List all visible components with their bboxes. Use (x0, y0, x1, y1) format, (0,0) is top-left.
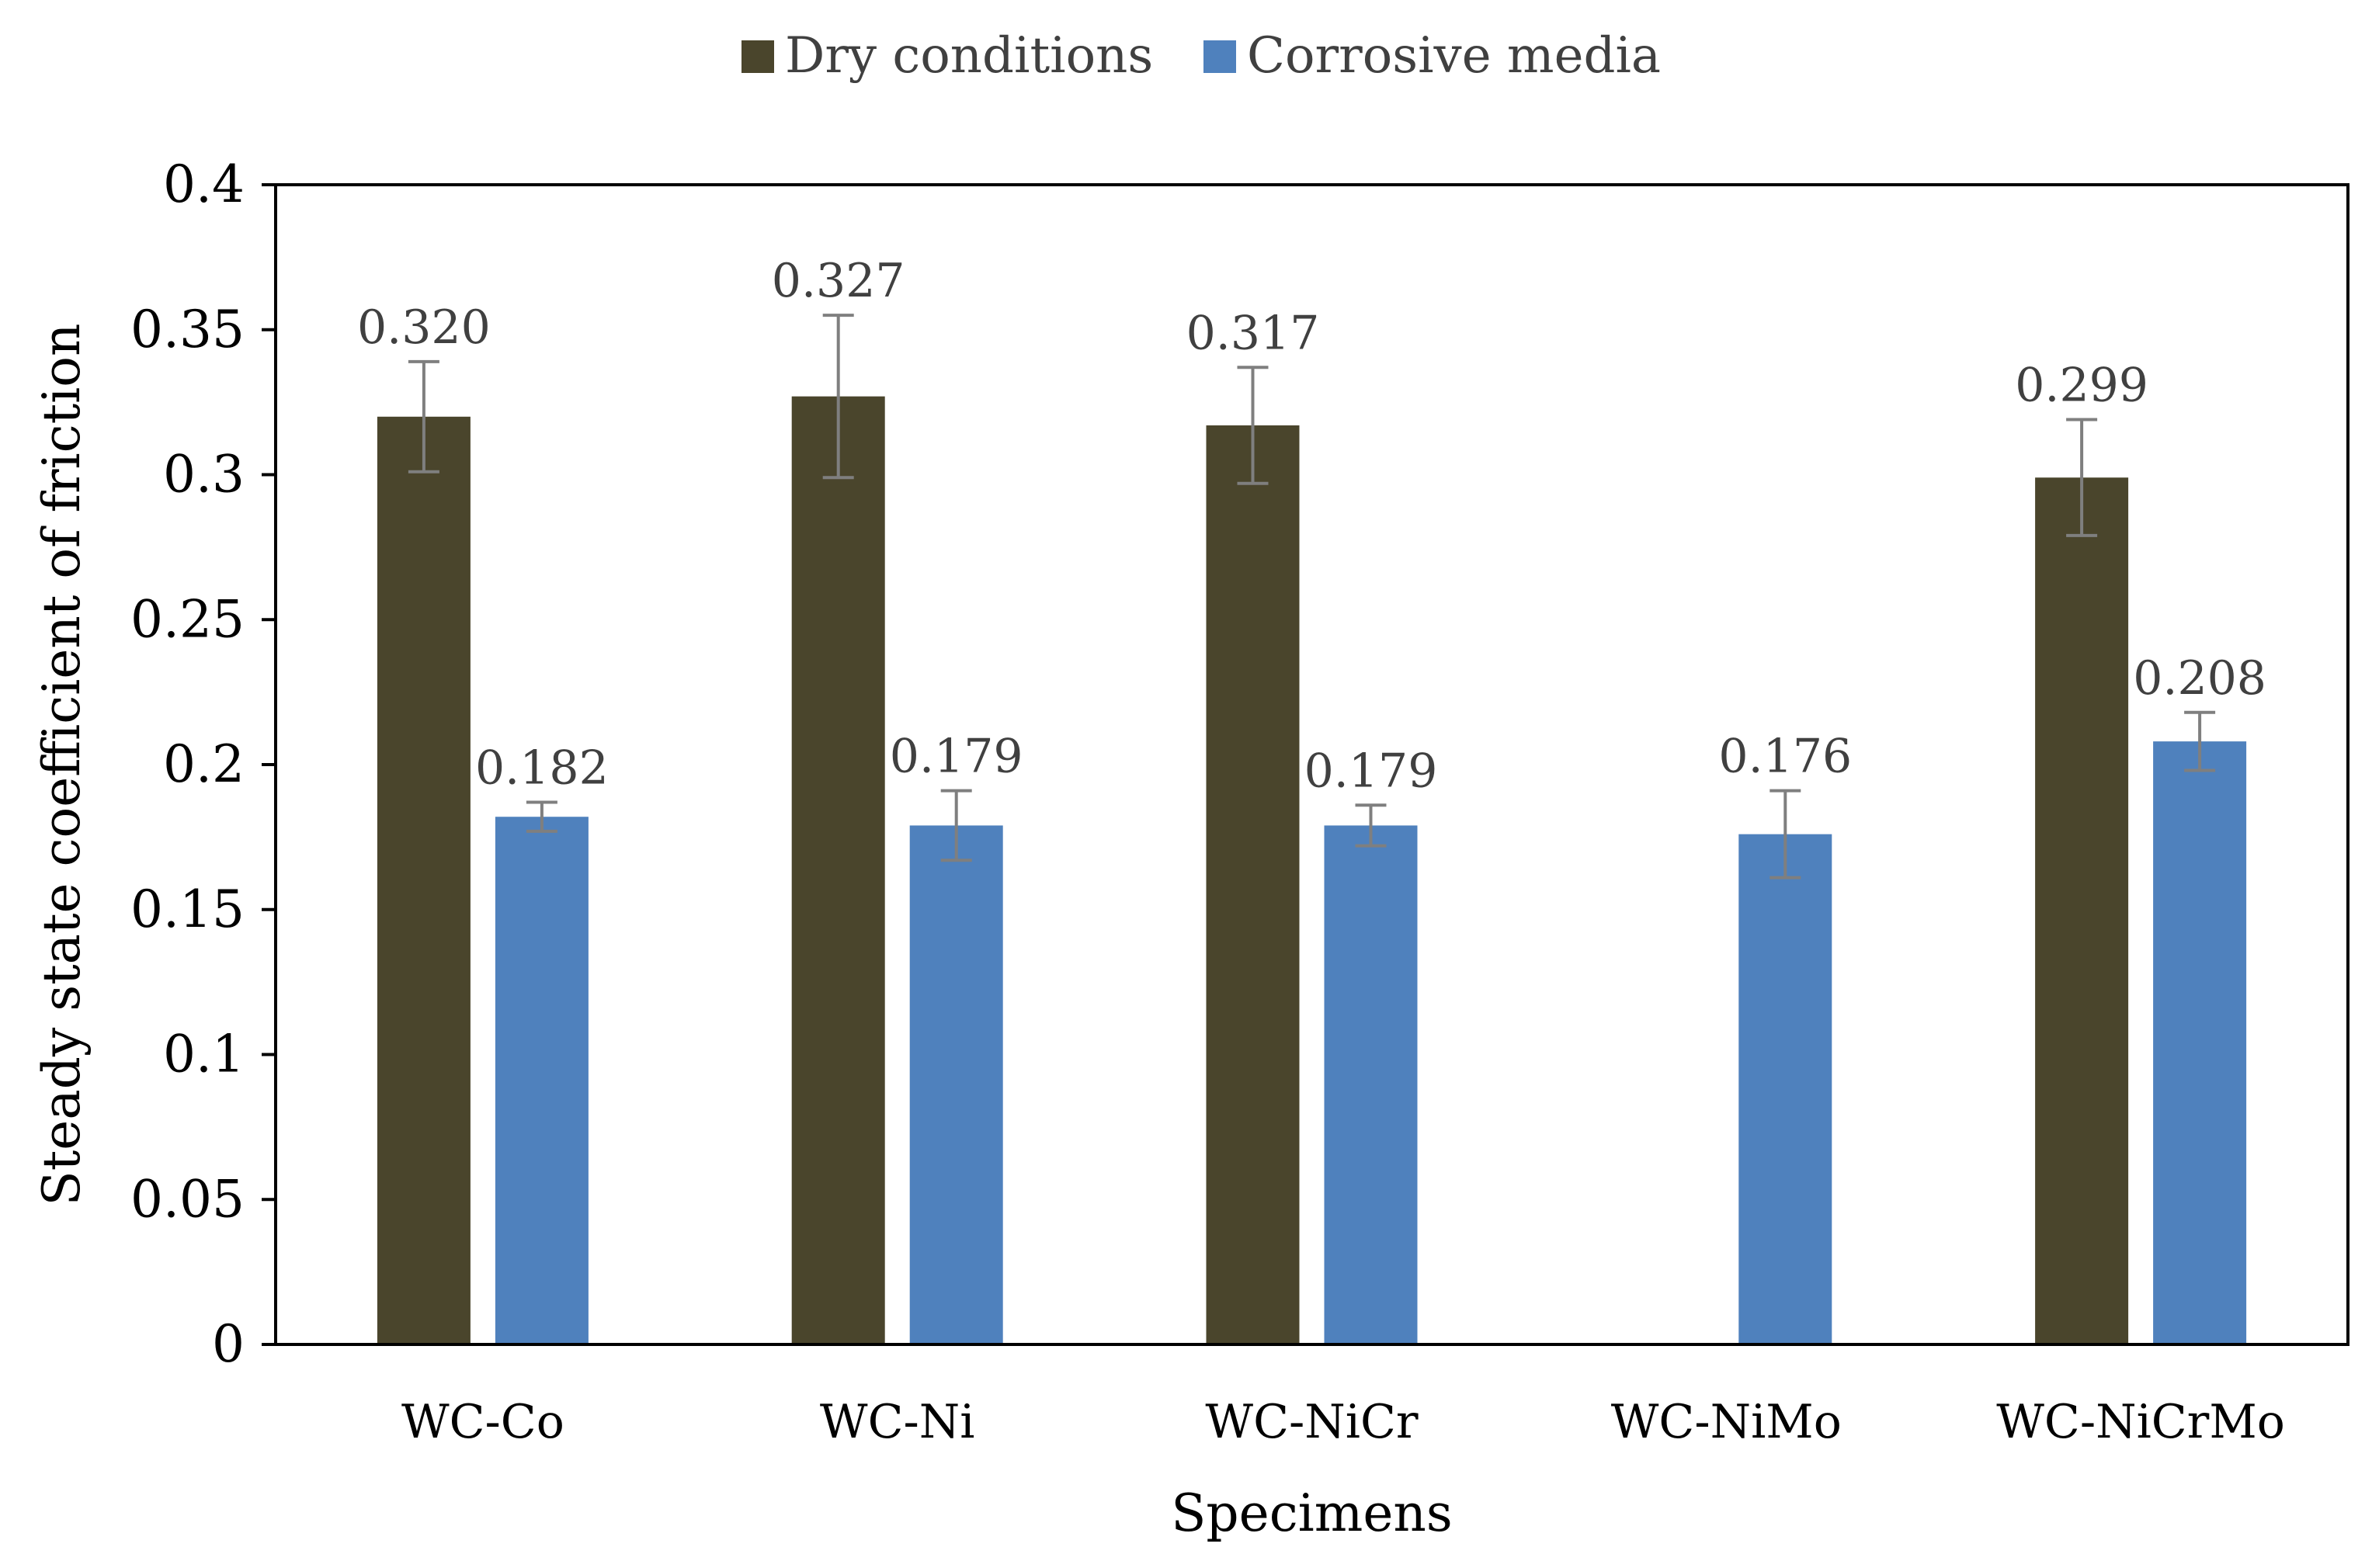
y-tick-label: 0 (212, 1314, 245, 1374)
data-labels: 0.320 0.327 0.317 0.299 0.182 0.179 0.179 0.176… (357, 254, 2266, 798)
data-label: 0.179 (890, 730, 1023, 784)
legend-label: Corrosive media (1247, 27, 1661, 85)
x-axis: WC-Co WC-Ni WC-NiCr WC-NiMo WC-NiCrMo (401, 1395, 2285, 1449)
error-bars (408, 314, 2216, 879)
legend-swatch (1203, 40, 1236, 73)
y-axis-title: Steady state coefficient of friction (32, 324, 92, 1206)
legend: Dry conditions Corrosive media (741, 27, 1661, 85)
data-label: 0.182 (475, 741, 609, 796)
bar (1206, 425, 1300, 1344)
bar (495, 817, 589, 1344)
bar (791, 396, 885, 1344)
y-axis: 0 0.05 0.1 0.15 0.2 0.25 0.3 0.35 0.4 (130, 154, 276, 1374)
bar (1324, 825, 1418, 1344)
x-tick-label: WC-NiMo (1611, 1395, 1842, 1449)
x-tick-label: WC-Co (401, 1395, 564, 1449)
bar (377, 416, 471, 1344)
y-tick-label: 0.4 (163, 154, 245, 214)
y-tick-label: 0.25 (130, 589, 245, 649)
y-tick-label: 0.2 (163, 734, 245, 794)
data-label: 0.176 (1718, 730, 1852, 784)
x-axis-title: Specimens (1171, 1483, 1453, 1543)
data-label: 0.327 (772, 254, 905, 308)
y-tick-label: 0.1 (163, 1025, 245, 1084)
y-tick-label: 0.35 (130, 300, 245, 359)
y-tick-label: 0.3 (163, 445, 245, 505)
data-label: 0.179 (1304, 744, 1438, 798)
bar (2035, 477, 2129, 1344)
legend-swatch (741, 40, 774, 73)
x-tick-label: WC-NiCr (1205, 1395, 1418, 1449)
legend-label: Dry conditions (785, 27, 1153, 85)
data-label: 0.320 (357, 300, 491, 355)
x-tick-label: WC-Ni (820, 1395, 975, 1449)
y-tick-label: 0.15 (130, 879, 245, 939)
bar (909, 825, 1003, 1344)
y-tick-label: 0.05 (130, 1169, 245, 1229)
bars (377, 396, 2247, 1344)
bar (2153, 741, 2247, 1344)
x-tick-label: WC-NiCrMo (1996, 1395, 2285, 1449)
data-label: 0.208 (2133, 651, 2266, 706)
bar (1738, 834, 1832, 1344)
data-label: 0.317 (1186, 306, 1320, 360)
data-label: 0.299 (2015, 359, 2148, 413)
